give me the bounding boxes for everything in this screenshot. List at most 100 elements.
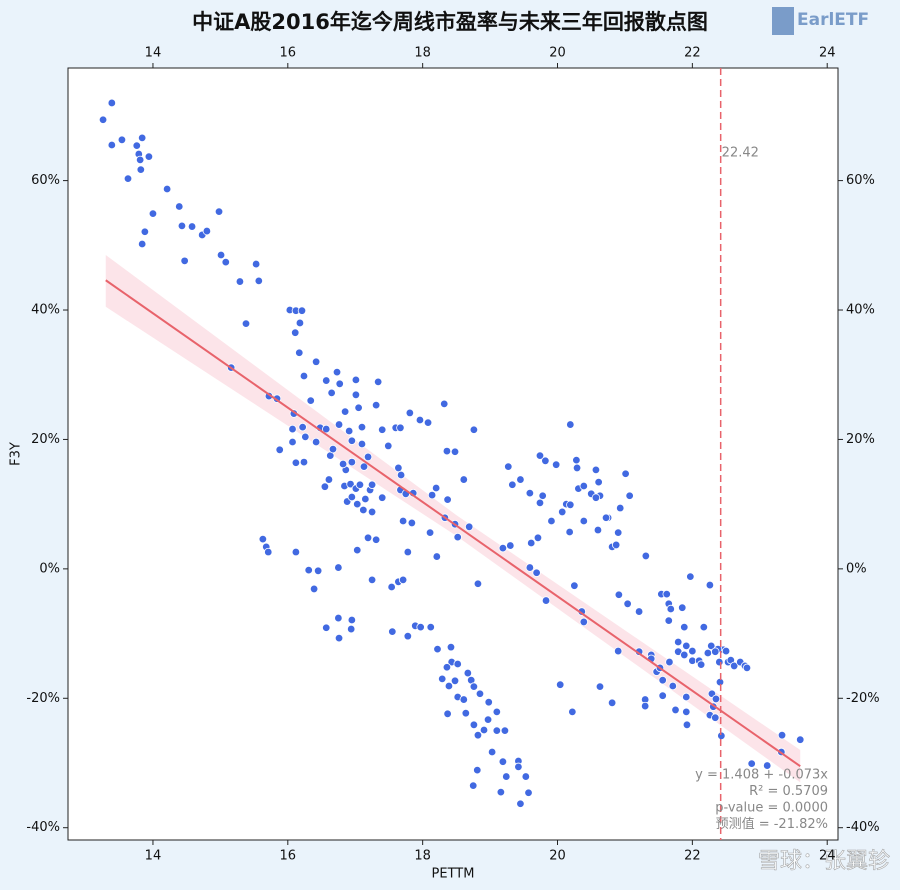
point bbox=[572, 463, 582, 473]
x-tick-label-top: 18 bbox=[414, 46, 431, 61]
point bbox=[535, 498, 545, 508]
point bbox=[442, 446, 452, 456]
point bbox=[464, 522, 474, 531]
point bbox=[440, 399, 449, 409]
point bbox=[187, 222, 197, 231]
annotation: R² = 0.5709 bbox=[749, 784, 828, 799]
point bbox=[135, 155, 145, 165]
y-tick-label: -40% bbox=[26, 820, 60, 835]
point bbox=[556, 680, 565, 689]
annotation: p-value = 0.0000 bbox=[715, 801, 828, 816]
point bbox=[502, 772, 511, 781]
point bbox=[295, 348, 304, 357]
point bbox=[335, 379, 344, 388]
point bbox=[613, 528, 623, 537]
watermark: 雪球：张翼轸 bbox=[758, 849, 890, 874]
x-tick-label: 16 bbox=[280, 849, 297, 864]
point bbox=[328, 444, 338, 454]
point bbox=[623, 599, 632, 609]
point bbox=[796, 735, 805, 744]
point bbox=[699, 622, 709, 632]
point bbox=[398, 516, 408, 526]
x-axis-label: PETTM bbox=[432, 867, 475, 882]
point bbox=[469, 781, 478, 790]
point bbox=[680, 650, 689, 660]
point bbox=[347, 457, 357, 467]
chart-title: 中证A股2016年迄今周线市盈率与未来三年回报散点图 bbox=[192, 10, 708, 34]
point bbox=[533, 533, 543, 543]
point bbox=[715, 657, 724, 667]
point bbox=[662, 589, 671, 599]
point bbox=[579, 481, 589, 491]
point bbox=[443, 495, 452, 504]
point bbox=[459, 695, 468, 704]
point bbox=[137, 239, 147, 249]
point bbox=[496, 787, 506, 797]
point bbox=[254, 276, 264, 286]
point bbox=[175, 202, 184, 211]
point bbox=[398, 575, 408, 585]
point bbox=[525, 563, 535, 572]
point bbox=[322, 623, 331, 632]
point bbox=[641, 551, 651, 561]
point bbox=[484, 697, 493, 707]
point bbox=[525, 488, 535, 498]
point bbox=[535, 451, 545, 460]
point bbox=[340, 407, 350, 416]
point bbox=[235, 277, 245, 286]
point bbox=[492, 707, 502, 717]
point bbox=[396, 423, 405, 432]
point bbox=[367, 575, 377, 585]
point bbox=[711, 647, 720, 656]
point bbox=[453, 532, 462, 542]
point bbox=[640, 701, 650, 711]
y-tick-label: -20% bbox=[26, 691, 60, 706]
point bbox=[355, 480, 365, 489]
point bbox=[177, 221, 187, 231]
point bbox=[423, 418, 433, 427]
point bbox=[334, 420, 344, 429]
point bbox=[264, 547, 273, 557]
point bbox=[682, 692, 691, 702]
point bbox=[344, 426, 354, 436]
point bbox=[443, 709, 452, 719]
y-tick-label-right: 60% bbox=[846, 173, 875, 188]
point bbox=[361, 494, 370, 504]
point bbox=[516, 475, 525, 484]
point bbox=[473, 765, 482, 775]
point bbox=[703, 648, 713, 658]
point bbox=[498, 543, 508, 553]
point bbox=[140, 227, 150, 236]
point bbox=[334, 633, 344, 643]
point bbox=[123, 174, 133, 183]
point bbox=[295, 318, 305, 328]
point bbox=[666, 604, 675, 614]
point bbox=[351, 375, 361, 385]
point bbox=[371, 535, 381, 544]
point bbox=[450, 676, 460, 686]
point bbox=[516, 799, 525, 808]
point bbox=[291, 547, 301, 557]
point bbox=[514, 762, 523, 772]
point bbox=[473, 730, 483, 740]
point bbox=[216, 250, 226, 260]
point bbox=[313, 566, 323, 576]
point bbox=[742, 663, 752, 673]
point bbox=[500, 726, 510, 735]
point bbox=[674, 637, 683, 647]
point bbox=[347, 436, 357, 445]
point bbox=[132, 141, 141, 150]
point bbox=[136, 165, 146, 174]
point bbox=[547, 516, 556, 526]
point bbox=[524, 788, 533, 797]
point bbox=[338, 459, 348, 469]
point bbox=[487, 747, 497, 757]
point bbox=[387, 582, 396, 592]
point bbox=[403, 547, 413, 557]
point bbox=[504, 462, 513, 471]
point bbox=[373, 377, 383, 387]
y-axis-label: F3Y bbox=[9, 442, 24, 466]
point bbox=[367, 507, 377, 517]
point bbox=[461, 708, 471, 718]
point bbox=[558, 507, 567, 517]
